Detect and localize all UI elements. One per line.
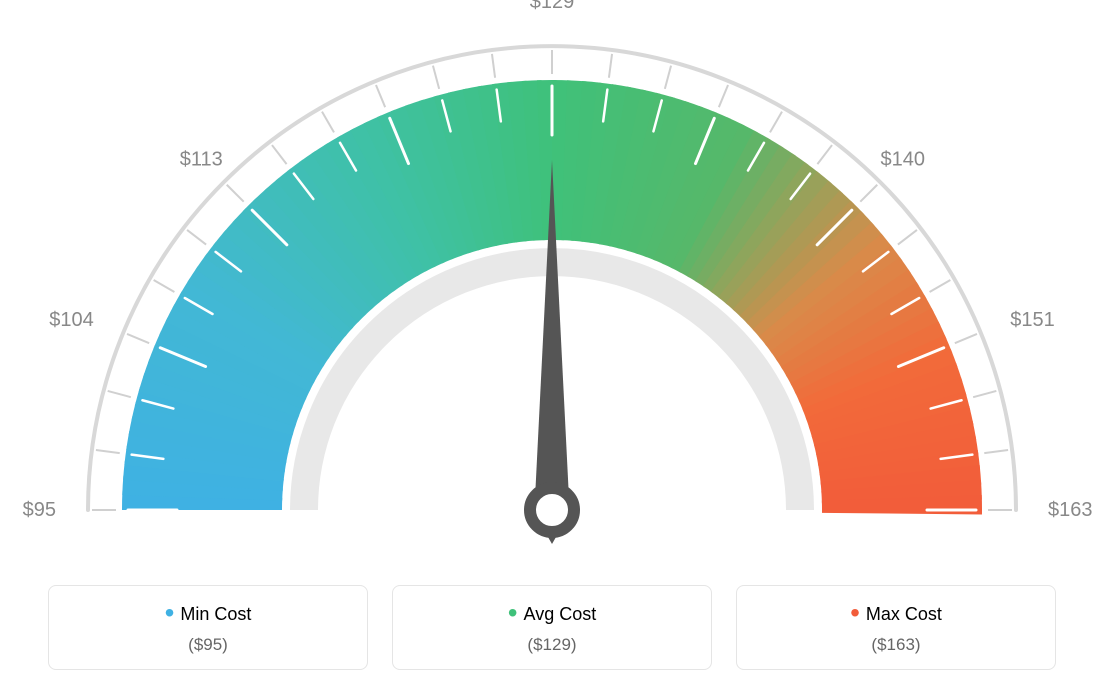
gauge-chart: $95 $104 $113 $129 $140 $151 $163 (0, 0, 1104, 560)
svg-text:$151: $151 (1010, 309, 1055, 331)
svg-text:$163: $163 (1048, 499, 1093, 521)
svg-text:$95: $95 (23, 499, 56, 521)
svg-text:$140: $140 (880, 148, 925, 170)
legend-max-value: ($163) (737, 635, 1055, 655)
legend-max-dot: • (850, 597, 860, 628)
legend-avg-box: •Avg Cost ($129) (392, 585, 712, 670)
legend-avg-text: Avg Cost (524, 604, 597, 624)
legend-min-text: Min Cost (180, 604, 251, 624)
svg-text:$129: $129 (530, 0, 575, 13)
legend-max-text: Max Cost (866, 604, 942, 624)
legend-min-dot: • (165, 597, 175, 628)
svg-text:$113: $113 (180, 148, 223, 170)
svg-text:$104: $104 (49, 309, 94, 331)
legend-max-label: •Max Cost (737, 604, 1055, 625)
legend-min-value: ($95) (49, 635, 367, 655)
legend-min-box: •Min Cost ($95) (48, 585, 368, 670)
legend-max-box: •Max Cost ($163) (736, 585, 1056, 670)
legend-row: •Min Cost ($95) •Avg Cost ($129) •Max Co… (0, 585, 1104, 670)
gauge-svg: $95 $104 $113 $129 $140 $151 $163 (0, 0, 1104, 560)
legend-min-label: •Min Cost (49, 604, 367, 625)
legend-avg-dot: • (508, 597, 518, 628)
legend-avg-label: •Avg Cost (393, 604, 711, 625)
legend-avg-value: ($129) (393, 635, 711, 655)
